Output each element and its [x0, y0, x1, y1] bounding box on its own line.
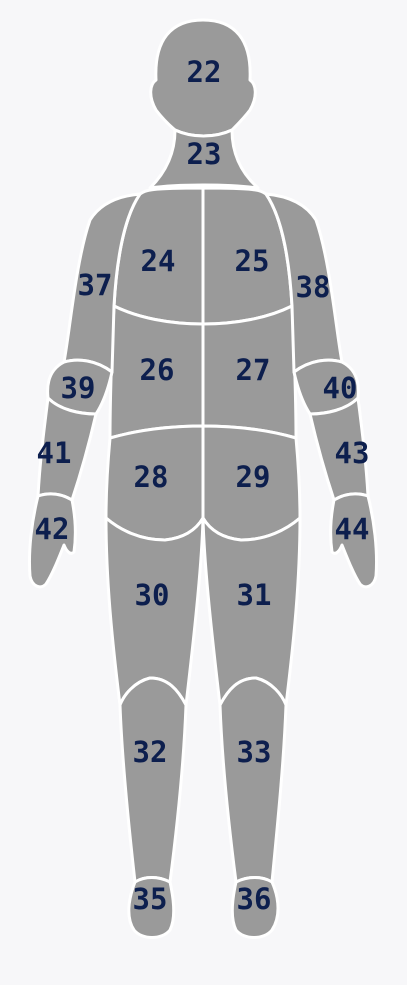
zone-29-lower-torso-right[interactable]: [201, 424, 302, 542]
zone-22-head[interactable]: [149, 18, 257, 138]
zone-35-foot-left[interactable]: [127, 876, 176, 939]
zone-23-neck[interactable]: [148, 128, 260, 190]
zone-28-lower-torso-left[interactable]: [104, 424, 205, 542]
zone-43-forearm-right[interactable]: [308, 396, 370, 502]
zone-41-forearm-left[interactable]: [36, 396, 98, 502]
zone-26-mid-torso-left[interactable]: [108, 304, 205, 440]
zone-32-lower-leg-left[interactable]: [118, 676, 188, 884]
zone-44-hand-right[interactable]: [329, 492, 379, 589]
zone-36-foot-right[interactable]: [230, 876, 280, 939]
zone-33-lower-leg-right[interactable]: [218, 676, 288, 884]
zone-42-hand-left[interactable]: [27, 492, 77, 589]
zone-27-mid-torso-right[interactable]: [201, 304, 298, 440]
